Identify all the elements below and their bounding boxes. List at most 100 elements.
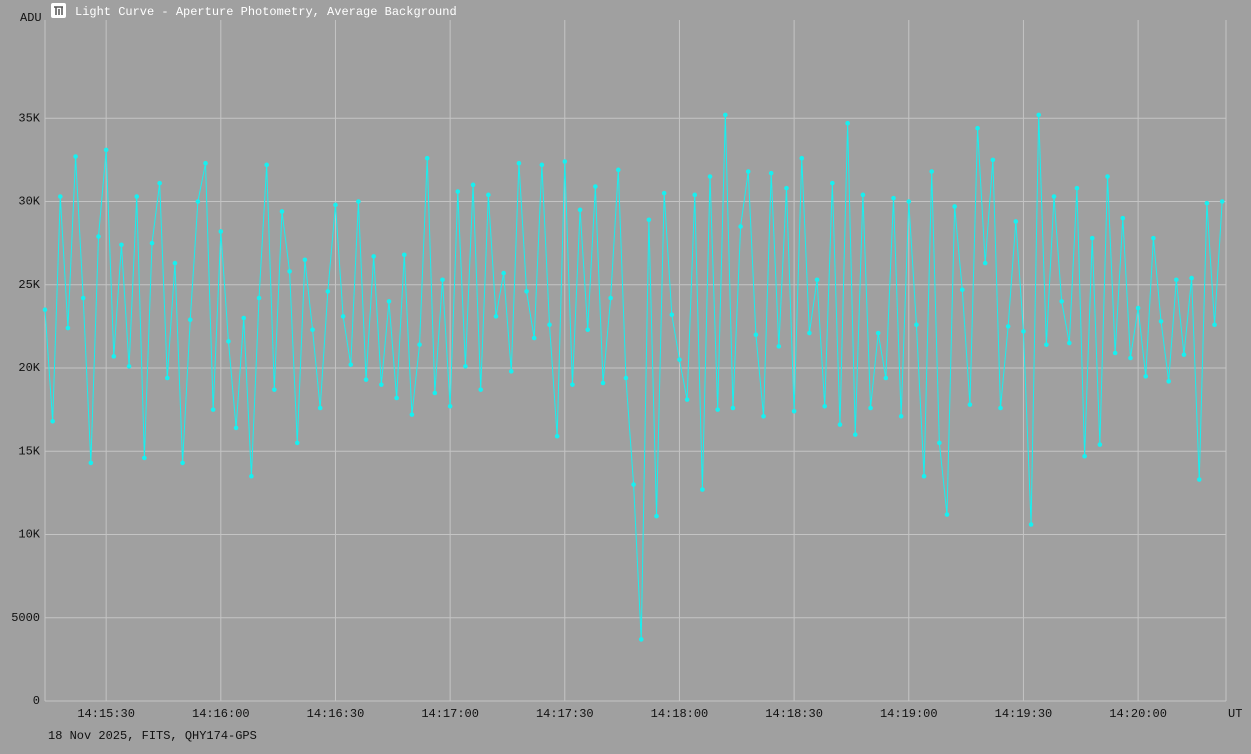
x-tick-label: 14:19:00	[880, 707, 938, 721]
data-point	[226, 339, 231, 344]
data-point	[80, 295, 86, 301]
data-point	[1128, 355, 1133, 361]
x-tick-label: 14:17:30	[536, 707, 594, 721]
data-point	[272, 387, 277, 392]
data-point	[195, 199, 201, 204]
data-point	[325, 289, 331, 294]
data-point	[470, 182, 476, 188]
data-point	[791, 408, 797, 414]
data-point	[768, 170, 774, 176]
title-icon	[51, 3, 66, 18]
data-point	[646, 217, 652, 223]
data-point	[539, 162, 545, 168]
data-point	[180, 460, 185, 466]
data-point	[852, 432, 858, 437]
x-tick-label: 14:18:30	[765, 707, 823, 721]
data-point	[379, 382, 384, 387]
data-point	[524, 289, 529, 294]
data-point	[776, 344, 782, 349]
data-point	[990, 157, 996, 163]
data-point	[508, 369, 514, 374]
data-point	[631, 482, 636, 487]
y-tick-label: 35K	[18, 111, 40, 125]
data-point	[1166, 379, 1171, 384]
data-point	[700, 487, 705, 492]
y-tick-label: 5000	[11, 611, 40, 625]
data-point	[623, 375, 629, 381]
data-point	[860, 192, 866, 198]
data-point	[501, 270, 506, 276]
data-point	[669, 312, 675, 318]
data-point	[126, 364, 132, 369]
data-point	[898, 413, 904, 419]
data-point	[807, 330, 812, 336]
data-point	[264, 162, 269, 168]
data-point	[88, 460, 94, 466]
y-tick-label: 10K	[18, 528, 40, 542]
data-point	[929, 169, 935, 174]
data-point	[57, 194, 63, 199]
data-point	[875, 330, 881, 336]
data-point	[1066, 340, 1072, 346]
data-point	[203, 160, 208, 166]
data-point	[65, 325, 71, 331]
data-point	[784, 185, 789, 191]
data-point	[1151, 235, 1156, 241]
data-point	[1135, 305, 1141, 311]
data-point	[1181, 352, 1187, 357]
data-point	[1219, 199, 1225, 204]
data-point	[1120, 215, 1126, 221]
y-axis-label: ADU	[20, 11, 42, 25]
x-tick-label: 14:16:00	[192, 707, 250, 721]
data-point	[394, 395, 399, 401]
data-point	[210, 407, 216, 412]
data-point	[715, 407, 720, 412]
data-point	[356, 199, 361, 204]
data-point	[616, 167, 621, 173]
data-point	[1212, 322, 1217, 328]
data-point	[577, 207, 583, 213]
data-point	[218, 229, 224, 234]
data-point	[967, 402, 973, 407]
data-point	[73, 154, 78, 159]
data-point	[1196, 477, 1202, 482]
data-point	[1005, 324, 1011, 329]
data-point	[593, 184, 598, 189]
data-point	[233, 425, 239, 431]
data-point	[317, 405, 323, 411]
data-point	[256, 295, 262, 301]
data-point	[1028, 522, 1034, 527]
x-tick-label: 14:17:00	[421, 707, 479, 721]
data-point	[333, 202, 338, 208]
data-point	[959, 287, 965, 293]
data-point	[294, 440, 300, 446]
data-point	[562, 159, 568, 164]
x-tick-label: 14:18:00	[651, 707, 709, 721]
data-point	[547, 322, 552, 328]
data-point	[761, 413, 766, 419]
data-point	[50, 418, 55, 424]
data-point	[661, 190, 667, 196]
data-point	[1204, 200, 1210, 206]
data-point	[287, 269, 292, 274]
data-point	[585, 327, 591, 332]
data-point	[172, 260, 178, 266]
data-point	[516, 160, 522, 166]
data-point	[1074, 185, 1080, 191]
data-point	[906, 199, 912, 204]
data-point	[944, 512, 950, 517]
data-point	[937, 440, 942, 446]
data-point	[921, 473, 927, 479]
data-point	[570, 382, 575, 387]
data-point	[42, 307, 48, 313]
y-tick-label: 30K	[18, 195, 40, 209]
data-point	[952, 204, 957, 209]
data-point	[424, 155, 430, 161]
data-point	[868, 405, 873, 411]
data-point	[830, 180, 835, 186]
data-point	[914, 322, 919, 328]
data-point	[1089, 235, 1095, 241]
data-point	[1105, 174, 1110, 179]
data-point	[187, 317, 193, 323]
